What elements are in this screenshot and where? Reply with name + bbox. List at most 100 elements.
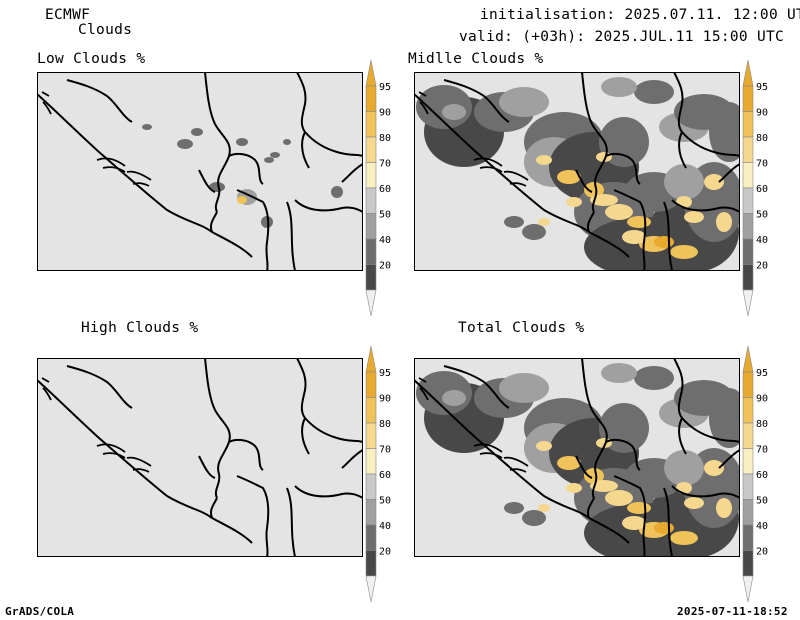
colorbar-bottom-arrow bbox=[365, 289, 377, 317]
country-border bbox=[663, 201, 673, 271]
footer-software: GrADS/COLA bbox=[5, 605, 75, 618]
country-border bbox=[671, 199, 740, 213]
cloud-area bbox=[442, 104, 466, 120]
valid-time: valid: (+03h): 2025.JUL.11 15:00 UTC bbox=[459, 29, 785, 45]
country-border bbox=[443, 365, 510, 409]
panel-title-low: Low Clouds % bbox=[37, 51, 146, 67]
cloud-area bbox=[664, 450, 704, 486]
cloud-area bbox=[283, 139, 291, 145]
map-content bbox=[414, 358, 740, 557]
colorbar-segment bbox=[365, 422, 377, 449]
colorbar-label: 90 bbox=[379, 394, 391, 405]
country-border bbox=[198, 455, 216, 479]
country-border bbox=[586, 497, 595, 519]
colorbar-segment bbox=[365, 111, 377, 138]
map-frame bbox=[37, 358, 363, 557]
colorbar-bottom-arrow bbox=[365, 575, 377, 603]
map-frame bbox=[37, 72, 363, 271]
colorbar-segment bbox=[742, 524, 754, 551]
island bbox=[126, 170, 152, 181]
colorbar-segment bbox=[365, 187, 377, 214]
colorbar-top-arrow bbox=[365, 59, 377, 87]
colorbar-segment bbox=[742, 550, 754, 577]
cloud-area bbox=[261, 216, 273, 228]
colorbar: 95 90 80 70 60 50 40 20 bbox=[365, 59, 391, 317]
colorbar-segment bbox=[365, 397, 377, 424]
cloud-area bbox=[538, 218, 550, 226]
country-border bbox=[581, 358, 593, 411]
cloud-area bbox=[504, 216, 524, 228]
country-border bbox=[304, 131, 363, 157]
colorbar-label: 80 bbox=[379, 133, 391, 144]
island bbox=[473, 157, 503, 167]
coastline bbox=[414, 93, 630, 258]
island bbox=[132, 182, 150, 187]
colorbar-label: 95 bbox=[379, 368, 391, 379]
island bbox=[102, 452, 126, 459]
cloud-area bbox=[704, 174, 724, 190]
island bbox=[503, 170, 529, 181]
cloud-area bbox=[538, 504, 550, 512]
country-border bbox=[591, 123, 608, 213]
cloud-area bbox=[670, 531, 698, 545]
country-border bbox=[198, 169, 216, 193]
cloud-area bbox=[270, 152, 280, 158]
country-border bbox=[681, 417, 740, 443]
country-border bbox=[681, 131, 740, 157]
colorbar-label: 80 bbox=[756, 419, 768, 430]
cloud-area bbox=[522, 224, 546, 240]
island bbox=[126, 456, 152, 467]
colorbar-label: 20 bbox=[379, 547, 391, 558]
colorbar: 95 90 80 70 60 50 40 20 bbox=[742, 59, 768, 317]
initialisation-time: initialisation: 2025.07.11. 12:00 UTC bbox=[480, 7, 800, 23]
map-content bbox=[414, 72, 740, 271]
country-border bbox=[228, 438, 264, 471]
colorbar-segment bbox=[365, 371, 377, 398]
map-content bbox=[37, 72, 363, 271]
cloud-area bbox=[566, 483, 582, 493]
cloud-area bbox=[664, 164, 704, 200]
colorbar-label: 20 bbox=[756, 261, 768, 272]
cloud-area bbox=[605, 204, 633, 220]
colorbar-segment bbox=[365, 264, 377, 291]
island bbox=[418, 91, 427, 97]
colorbar-segment bbox=[742, 473, 754, 500]
coastline bbox=[414, 379, 630, 544]
country-border bbox=[575, 455, 593, 479]
country-border bbox=[209, 497, 218, 519]
cloud-area bbox=[622, 516, 646, 530]
colorbar-segment bbox=[365, 524, 377, 551]
cloud-area bbox=[584, 182, 604, 198]
country-border bbox=[673, 358, 684, 419]
panel-title-middle: Midlle Clouds % bbox=[408, 51, 544, 67]
cloud-area bbox=[674, 94, 734, 130]
cloud-area bbox=[191, 128, 203, 136]
country-border bbox=[214, 409, 231, 499]
colorbar-label: 95 bbox=[756, 368, 768, 379]
colorbar-top-arrow bbox=[365, 345, 377, 373]
colorbar-segment bbox=[365, 550, 377, 577]
country-border bbox=[605, 438, 641, 471]
colorbar-segment bbox=[742, 213, 754, 240]
colorbar-label: 95 bbox=[756, 82, 768, 93]
colorbar-segment bbox=[742, 371, 754, 398]
cloud-area bbox=[237, 196, 247, 204]
island bbox=[419, 387, 429, 401]
cloud-area bbox=[674, 380, 734, 416]
cloud-area bbox=[177, 139, 193, 149]
country-border bbox=[296, 358, 307, 419]
country-border bbox=[443, 79, 510, 123]
colorbar-segment bbox=[365, 473, 377, 500]
map-frame bbox=[414, 72, 740, 271]
country-border bbox=[591, 409, 608, 499]
country-border bbox=[663, 487, 673, 557]
high-clouds-map bbox=[37, 358, 363, 557]
cloud-area bbox=[605, 490, 633, 506]
country-border bbox=[301, 131, 310, 169]
cloud-area bbox=[442, 390, 466, 406]
colorbar-label: 20 bbox=[379, 261, 391, 272]
island bbox=[41, 91, 50, 97]
country-border bbox=[296, 72, 307, 133]
country-border bbox=[66, 79, 133, 123]
